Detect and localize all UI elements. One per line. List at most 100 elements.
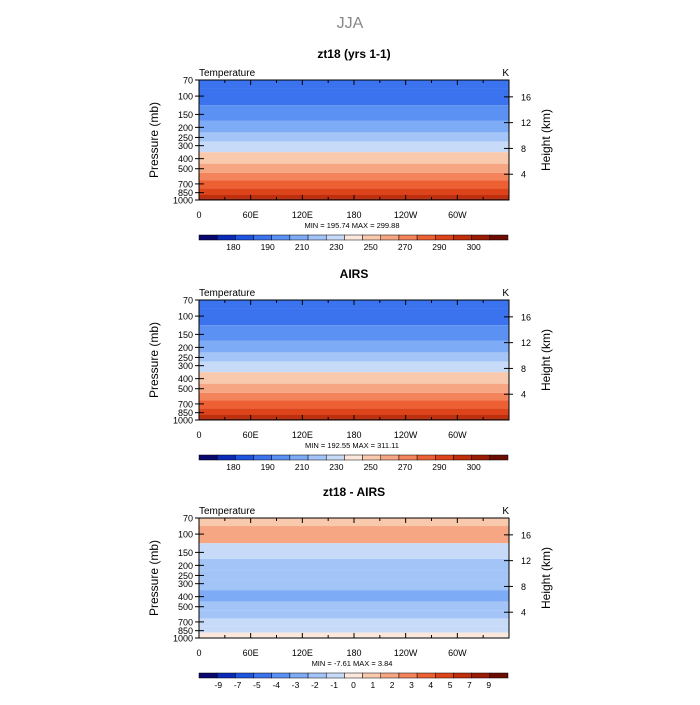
colorbar-swatch: [398, 454, 418, 461]
colorbar-label: 270: [398, 462, 412, 472]
colorbar-label: 0: [351, 680, 356, 690]
colorbar-swatch: [235, 234, 254, 241]
colorbar-swatch: [435, 234, 454, 241]
y-tick-label: 250: [178, 353, 193, 363]
height-tick-label: 16: [521, 312, 531, 322]
min-max-stats: MIN = 195.74 MAX = 299.88: [304, 221, 399, 230]
colorbar-swatch: [198, 672, 218, 679]
y-tick-label: 700: [178, 179, 193, 189]
y-tick-label: 850: [178, 188, 193, 198]
colorbar-label: 230: [329, 462, 343, 472]
left-string: Temperature: [199, 288, 256, 299]
y-tick-label: 150: [178, 110, 193, 120]
colorbar-swatch: [344, 454, 363, 461]
y-axis-title-right: Height (km): [539, 329, 553, 391]
y-tick-label: 100: [178, 312, 193, 322]
band-200: [199, 558, 509, 571]
colorbar-label: 250: [364, 462, 378, 472]
right-string: K: [502, 68, 509, 79]
y-axis-title-right: Height (km): [539, 547, 553, 609]
left-string: Temperature: [199, 68, 256, 79]
y-tick-label: 100: [178, 92, 193, 102]
y-tick-label: 70: [183, 514, 193, 524]
y-tick-label: 500: [178, 602, 193, 612]
colorbar-swatch: [253, 672, 272, 679]
x-tick-label: 0: [196, 210, 201, 220]
height-tick-label: 12: [521, 118, 531, 128]
colorbar-swatch: [271, 234, 291, 241]
colorbar-swatch: [253, 454, 272, 461]
colorbar-swatch: [362, 454, 382, 461]
colorbar-swatch: [453, 234, 472, 241]
colorbar-label: -1: [330, 680, 338, 690]
band-300: [199, 579, 509, 591]
right-string: K: [502, 506, 509, 517]
colorbar-swatch: [307, 454, 327, 461]
y-tick-label: 300: [178, 579, 193, 589]
colorbar-swatch: [198, 454, 218, 461]
colorbar-label: -2: [311, 680, 319, 690]
band-150: [199, 105, 509, 121]
height-tick-label: 8: [521, 144, 526, 154]
panel-title: zt18 - AIRS: [323, 485, 385, 499]
y-tick-label: 1000: [173, 416, 193, 426]
band-150: [199, 325, 509, 341]
band-400: [199, 372, 509, 384]
height-tick-label: 12: [521, 338, 531, 348]
colorbar-swatch: [344, 672, 363, 679]
y-tick-label: 200: [178, 561, 193, 571]
band-100: [199, 308, 509, 326]
height-tick-label: 4: [521, 608, 526, 618]
height-tick-label: 4: [521, 390, 526, 400]
y-tick-label: 500: [178, 384, 193, 394]
colorbar-label: 9: [486, 680, 491, 690]
colorbar-label: -4: [272, 680, 280, 690]
right-string: K: [502, 288, 509, 299]
height-tick-label: 8: [521, 364, 526, 374]
y-tick-label: 700: [178, 617, 193, 627]
height-tick-label: 8: [521, 582, 526, 592]
band-200: [199, 120, 509, 133]
height-tick-label: 12: [521, 556, 531, 566]
y-axis-title: Pressure (mb): [147, 102, 161, 178]
colorbar-swatch: [380, 454, 400, 461]
colorbar-swatch: [307, 234, 327, 241]
band-300: [199, 141, 509, 153]
band-500: [199, 163, 509, 173]
panel-title: AIRS: [340, 267, 369, 281]
x-tick-label: 120W: [394, 430, 418, 440]
colorbar-swatch: [307, 672, 327, 679]
x-tick-label: 60E: [243, 648, 259, 658]
colorbar-label: 250: [364, 242, 378, 252]
colorbar-swatch: [380, 672, 400, 679]
x-tick-label: 120E: [292, 430, 313, 440]
band-500: [199, 601, 509, 611]
colorbar-label: -3: [292, 680, 300, 690]
colorbar-label: -7: [234, 680, 242, 690]
panel-1: zt18 (yrs 1-1)Temperature K70100150200250…: [147, 47, 553, 252]
band-850: [199, 408, 509, 415]
height-tick-label: 4: [521, 170, 526, 180]
colorbar-label: -9: [215, 680, 223, 690]
x-tick-label: 60W: [448, 648, 467, 658]
min-max-stats: MIN = 192.55 MAX = 311.11: [305, 441, 399, 450]
colorbar-swatch: [416, 672, 436, 679]
colorbar-label: 3: [409, 680, 414, 690]
band-600: [199, 392, 509, 401]
y-tick-label: 150: [178, 330, 193, 340]
colorbar-label: 180: [226, 242, 240, 252]
band-100: [199, 88, 509, 106]
colorbar-label: 190: [261, 242, 275, 252]
band-700: [199, 400, 509, 409]
band-850: [199, 188, 509, 195]
colorbar-swatch: [471, 454, 491, 461]
colorbar-label: 300: [467, 242, 481, 252]
colorbar-swatch: [416, 454, 436, 461]
x-tick-label: 120W: [394, 210, 418, 220]
colorbar-swatch: [198, 234, 218, 241]
band-200: [199, 340, 509, 353]
colorbar-swatch: [235, 672, 254, 679]
